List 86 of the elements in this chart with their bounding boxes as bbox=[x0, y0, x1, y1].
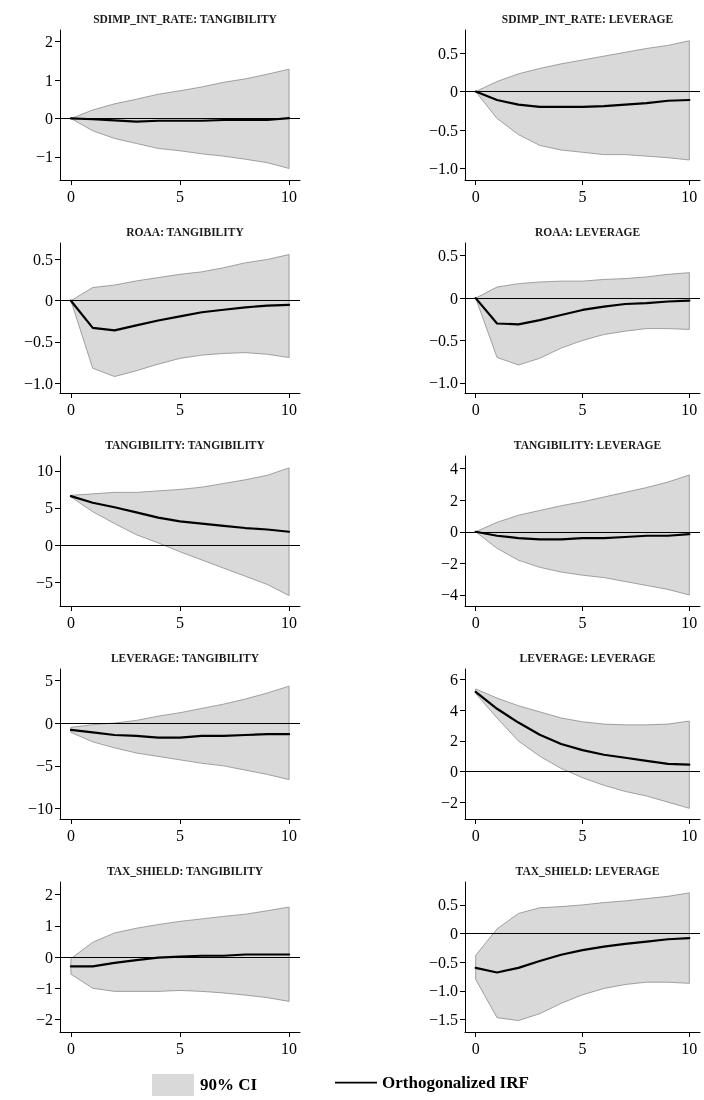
y-tick-label: −1.5 bbox=[428, 1010, 458, 1028]
y-tick-label: −0.5 bbox=[428, 121, 458, 139]
y-tick-label: 2 bbox=[45, 886, 53, 903]
x-tick-label: 0 bbox=[471, 826, 480, 844]
chart-title: SDIMP_INT_RATE: TANGIBILITY bbox=[93, 13, 278, 25]
y-tick-label: −1.0 bbox=[428, 982, 458, 1000]
chart-title: TANGIBILITY: LEVERAGE bbox=[513, 439, 662, 451]
y-tick-label: 5 bbox=[45, 671, 53, 689]
y-tick-label: 2 bbox=[450, 491, 458, 509]
x-tick-label: 10 bbox=[281, 400, 298, 418]
chart-title: SDIMP_INT_RATE: LEVERAGE bbox=[501, 13, 674, 25]
y-tick-label: −1.0 bbox=[23, 374, 53, 392]
chart-title: ROAA: TANGIBILITY bbox=[126, 226, 245, 238]
y-tick-label: 2 bbox=[45, 33, 53, 51]
y-tick-label: −0.5 bbox=[428, 953, 458, 971]
y-tick-label: 0 bbox=[450, 763, 458, 781]
legend-label: Orthogonalized IRF bbox=[382, 1073, 529, 1092]
x-tick-label: 10 bbox=[681, 187, 698, 205]
y-tick-label: 0 bbox=[450, 523, 458, 541]
y-tick-label: −2 bbox=[440, 793, 458, 811]
x-tick-label: 10 bbox=[281, 613, 298, 631]
x-tick-label: 0 bbox=[66, 400, 75, 418]
y-tick-label: 0 bbox=[45, 714, 53, 732]
x-tick-label: 0 bbox=[471, 400, 480, 418]
chart-title: LEVERAGE: TANGIBILITY bbox=[110, 652, 260, 664]
x-tick-label: 0 bbox=[471, 187, 480, 205]
chart-title: TANGIBILITY: TANGIBILITY bbox=[105, 439, 266, 451]
x-tick-label: 5 bbox=[578, 400, 587, 418]
y-tick-label: 0 bbox=[450, 289, 458, 307]
chart-title: TAX_SHIELD: TANGIBILITY bbox=[106, 865, 264, 877]
x-tick-label: 10 bbox=[681, 613, 698, 631]
y-tick-label: 5 bbox=[45, 499, 53, 517]
y-tick-label: −5 bbox=[35, 757, 53, 775]
y-tick-label: 1 bbox=[45, 71, 53, 89]
x-tick-label: 10 bbox=[281, 826, 298, 844]
y-tick-label: 0 bbox=[45, 292, 53, 310]
y-tick-label: −1 bbox=[35, 979, 53, 997]
y-tick-label: −2 bbox=[35, 1011, 53, 1028]
x-tick-label: 0 bbox=[66, 1039, 75, 1057]
y-tick-label: −1.0 bbox=[428, 159, 458, 177]
y-tick-label: −10 bbox=[27, 800, 53, 818]
text: 90% CI bbox=[200, 1075, 258, 1095]
x-tick-label: 5 bbox=[578, 187, 587, 205]
x-tick-label: 10 bbox=[681, 826, 698, 844]
y-tick-label: 0 bbox=[450, 925, 458, 943]
x-tick-label: 10 bbox=[281, 187, 298, 205]
x-tick-label: 0 bbox=[66, 826, 75, 844]
y-tick-label: −4 bbox=[440, 586, 458, 604]
y-tick-label: −1 bbox=[35, 148, 53, 166]
y-tick-label: 0 bbox=[45, 948, 53, 966]
x-tick-label: 10 bbox=[681, 400, 698, 418]
y-tick-label: 0.5 bbox=[438, 247, 458, 265]
y-tick-label: 0.5 bbox=[33, 250, 53, 268]
chart-title: LEVERAGE: LEVERAGE bbox=[519, 652, 656, 664]
y-tick-label: 0 bbox=[45, 536, 53, 554]
y-tick-label: 0 bbox=[450, 83, 458, 101]
chart-title: TAX_SHIELD: LEVERAGE bbox=[515, 865, 660, 877]
x-tick-label: 5 bbox=[176, 826, 184, 844]
x-tick-label: 0 bbox=[66, 613, 75, 631]
x-tick-label: 0 bbox=[66, 187, 75, 205]
x-tick-label: 5 bbox=[578, 826, 587, 844]
y-tick-label: 10 bbox=[37, 462, 53, 480]
chart-title: ROAA: LEVERAGE bbox=[534, 226, 641, 238]
x-tick-label: 10 bbox=[681, 1039, 698, 1057]
y-tick-label: 0 bbox=[45, 109, 53, 127]
y-tick-label: 6 bbox=[450, 671, 458, 689]
y-tick-label: −5 bbox=[35, 573, 53, 591]
x-tick-label: 5 bbox=[176, 187, 184, 205]
x-tick-label: 5 bbox=[176, 1039, 184, 1057]
y-tick-label: −0.5 bbox=[23, 333, 53, 351]
y-tick-label: 2 bbox=[450, 732, 458, 750]
y-tick-label: −2 bbox=[440, 554, 458, 572]
y-tick-label: 0.5 bbox=[438, 44, 458, 62]
y-tick-label: 1 bbox=[45, 917, 53, 935]
x-tick-label: 5 bbox=[578, 613, 587, 631]
y-tick-label: 4 bbox=[450, 701, 458, 719]
x-tick-label: 0 bbox=[471, 1039, 480, 1057]
x-tick-label: 10 bbox=[281, 1039, 298, 1057]
y-tick-label: −0.5 bbox=[428, 331, 458, 349]
y-tick-label: 0.5 bbox=[438, 896, 458, 914]
y-tick-label: −1.0 bbox=[428, 374, 458, 392]
x-tick-label: 5 bbox=[176, 400, 184, 418]
y-tick-label: 4 bbox=[450, 460, 458, 478]
x-tick-label: 5 bbox=[176, 613, 184, 631]
x-tick-label: 5 bbox=[578, 1039, 587, 1057]
x-tick-label: 0 bbox=[471, 613, 480, 631]
